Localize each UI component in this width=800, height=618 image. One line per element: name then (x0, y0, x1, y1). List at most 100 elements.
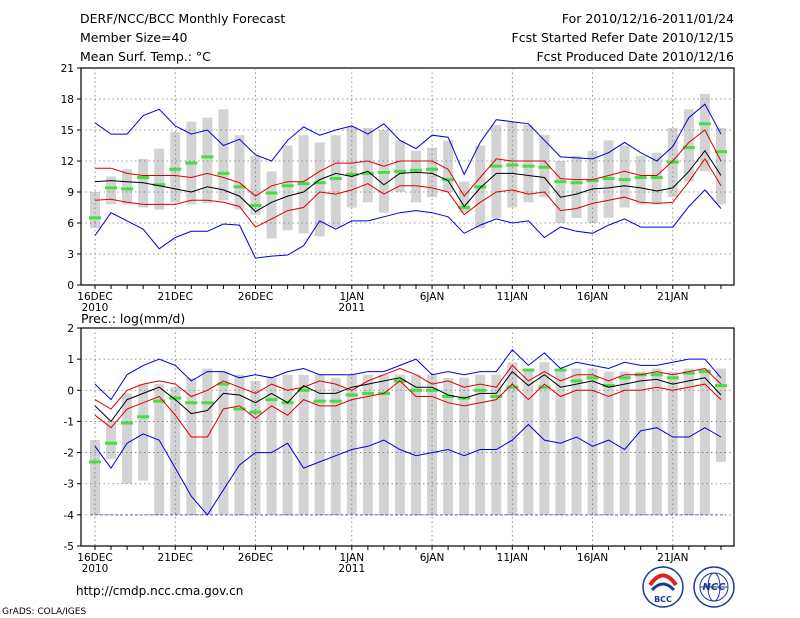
forecast-marker (698, 370, 711, 374)
y-tick-label: -2 (64, 448, 74, 460)
ensemble-box (507, 362, 518, 515)
ensemble-box (491, 124, 502, 218)
variable-label: Mean Surf. Temp.: °C (80, 49, 211, 64)
forecast-marker (586, 376, 599, 380)
chart-title: DERF/NCC/BCC Monthly Forecast (80, 11, 285, 26)
ensemble-box (138, 158, 149, 208)
ensemble-box (282, 145, 293, 231)
x-tick-label: 26DEC (238, 291, 273, 303)
ensemble-box (635, 371, 646, 515)
ensemble-box (202, 117, 213, 204)
y-tick-label: 12 (61, 156, 74, 168)
forecast-marker (490, 395, 503, 399)
series-line-spread-high (94, 364, 722, 410)
x-tick-label: 11JAN (497, 552, 528, 564)
x-tick-label: 26DEC (238, 552, 273, 564)
ensemble-box (683, 368, 694, 515)
forecast-marker (506, 163, 519, 167)
y-tick-label: 0 (67, 385, 74, 397)
forecast-marker (666, 160, 679, 164)
forecast-marker (169, 167, 182, 171)
y-tick-label: 0 (67, 280, 74, 292)
forecast-marker (265, 398, 278, 402)
forecast-marker (490, 164, 503, 168)
grads-credit: GrADS: COLA/IGES (2, 607, 86, 617)
ensemble-box (571, 155, 582, 218)
ensemble-box (603, 371, 614, 515)
forecast-marker (329, 399, 342, 403)
y-tick-label: 2 (67, 323, 74, 335)
forecast-marker (345, 172, 358, 176)
forecast-marker (329, 177, 342, 181)
forecast-marker (89, 460, 101, 464)
ensemble-box (667, 371, 678, 515)
forecast-marker (377, 170, 390, 174)
ensemble-box (394, 140, 405, 192)
ensemble-box (266, 377, 277, 515)
ensemble-box (282, 374, 293, 515)
ensemble-box (186, 377, 197, 515)
forecast-marker (570, 181, 583, 185)
x-tick-year: 2011 (338, 302, 365, 314)
series-line-mean (94, 149, 722, 213)
ensemble-box (154, 384, 165, 515)
ensemble-box (587, 150, 598, 223)
y-tick-label: 9 (67, 187, 74, 199)
ensemble-box (330, 377, 341, 515)
forecast-marker (361, 171, 374, 175)
forecast-marker (105, 186, 118, 190)
forecast-marker (393, 169, 406, 173)
series-line-envelope-high (94, 103, 722, 176)
ensemble-box (266, 171, 277, 239)
x-tick-label: 21JAN (657, 291, 688, 303)
forecast-marker (426, 167, 439, 171)
forecast-marker (249, 410, 262, 414)
ensemble-box (539, 362, 550, 515)
y-tick-label: -1 (64, 416, 74, 428)
ncc-logo: NCC (693, 566, 735, 608)
member-size-label: Member Size=40 (80, 30, 187, 45)
ensemble-box (619, 371, 630, 515)
forecast-marker (714, 384, 727, 388)
x-tick-label: 16JAN (577, 552, 608, 564)
forecast-marker (185, 401, 198, 405)
forecast-marker (666, 376, 679, 380)
forecast-marker (121, 187, 134, 191)
forecast-marker (522, 368, 535, 372)
x-tick-label: 11JAN (497, 291, 528, 303)
series-line-spread-low (94, 157, 722, 228)
y-tick-label: -5 (64, 541, 74, 553)
x-tick-label: 6JAN (420, 552, 445, 564)
ensemble-box (106, 176, 117, 205)
ensemble-box (555, 161, 566, 223)
forecast-marker (297, 388, 310, 392)
forecast-marker (313, 181, 326, 185)
forecast-marker (313, 399, 326, 403)
forecast-marker (458, 206, 471, 209)
x-tick-label: 1JAN (339, 552, 364, 564)
forecast-marker (249, 203, 262, 207)
ensemble-box (651, 368, 662, 515)
ensemble-box (106, 421, 117, 459)
ensemble-box (346, 374, 357, 515)
y-tick-label: 21 (61, 63, 74, 75)
ensemble-box (90, 192, 100, 229)
forecast-marker (474, 185, 487, 189)
forecast-marker (522, 164, 535, 168)
series-line-spread-low (94, 380, 722, 438)
ensemble-box (298, 374, 309, 515)
series-line-envelope-low (94, 189, 722, 259)
ensemble-box (523, 368, 534, 515)
x-tick-label: 16DEC (77, 291, 112, 303)
x-tick-label: 16DEC (77, 552, 112, 564)
source-url[interactable]: http://cmdp.ncc.cma.gov.cn (76, 584, 243, 598)
forecast-marker (618, 376, 631, 380)
y-tick-label: 1 (67, 354, 74, 366)
forecast-marker (682, 146, 695, 150)
precip-panel-title: Prec.: log(mm/d) (81, 311, 185, 326)
forecast-marker (410, 168, 422, 172)
forecast-marker (682, 371, 695, 375)
x-tick-label: 21DEC (158, 552, 193, 564)
x-tick-year: 2011 (338, 563, 365, 575)
